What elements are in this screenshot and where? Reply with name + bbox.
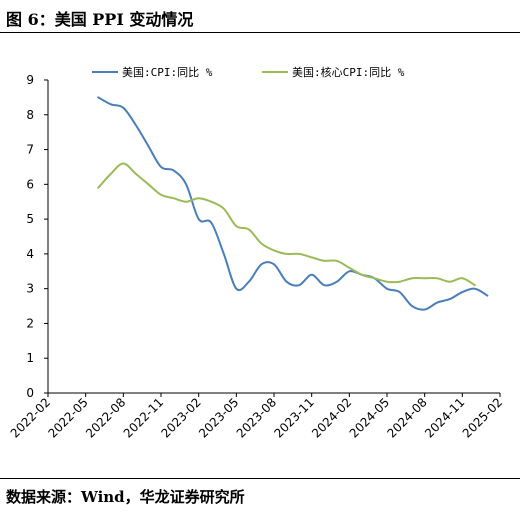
y-tick-label: 9 <box>26 73 34 87</box>
x-tick-label: 2022-11 <box>121 395 166 440</box>
line-chart: 01234567892022-022022-052022-082022-1120… <box>8 65 505 441</box>
legend-label-2: 美国:核心CPI:同比 % <box>292 65 405 79</box>
x-tick-label: 2023-11 <box>271 395 316 440</box>
y-tick-label: 0 <box>26 386 34 400</box>
x-tick-label: 2023-08 <box>234 395 279 440</box>
x-tick-label: 2024-02 <box>309 395 354 440</box>
y-tick-label: 5 <box>26 212 34 226</box>
top-rule <box>0 32 520 33</box>
x-tick-label: 2024-11 <box>422 395 467 440</box>
x-tick-label: 2022-05 <box>45 395 90 440</box>
y-tick-label: 1 <box>26 351 34 365</box>
series-line-2 <box>97 162 476 287</box>
y-tick-label: 4 <box>26 247 34 261</box>
x-tick-label: 2025-02 <box>460 395 505 440</box>
series-line-1 <box>97 96 489 311</box>
y-tick-label: 6 <box>26 177 34 191</box>
bottom-rule <box>0 478 520 479</box>
y-tick-label: 3 <box>26 282 34 296</box>
legend-label-1: 美国:CPI:同比 % <box>122 66 213 79</box>
x-tick-label: 2024-08 <box>384 395 429 440</box>
y-tick-label: 2 <box>26 316 34 330</box>
x-tick-label: 2024-05 <box>347 395 392 440</box>
x-tick-label: 2023-02 <box>158 395 203 440</box>
y-tick-label: 8 <box>26 108 34 122</box>
figure-title: 图 6：美国 PPI 变动情况 <box>6 10 194 29</box>
source-note: 数据来源：Wind，华龙证券研究所 <box>6 488 245 506</box>
x-tick-label: 2023-05 <box>196 395 241 440</box>
x-tick-label: 2022-08 <box>83 395 128 440</box>
y-tick-label: 7 <box>26 143 34 157</box>
x-tick-label: 2022-02 <box>8 395 53 440</box>
